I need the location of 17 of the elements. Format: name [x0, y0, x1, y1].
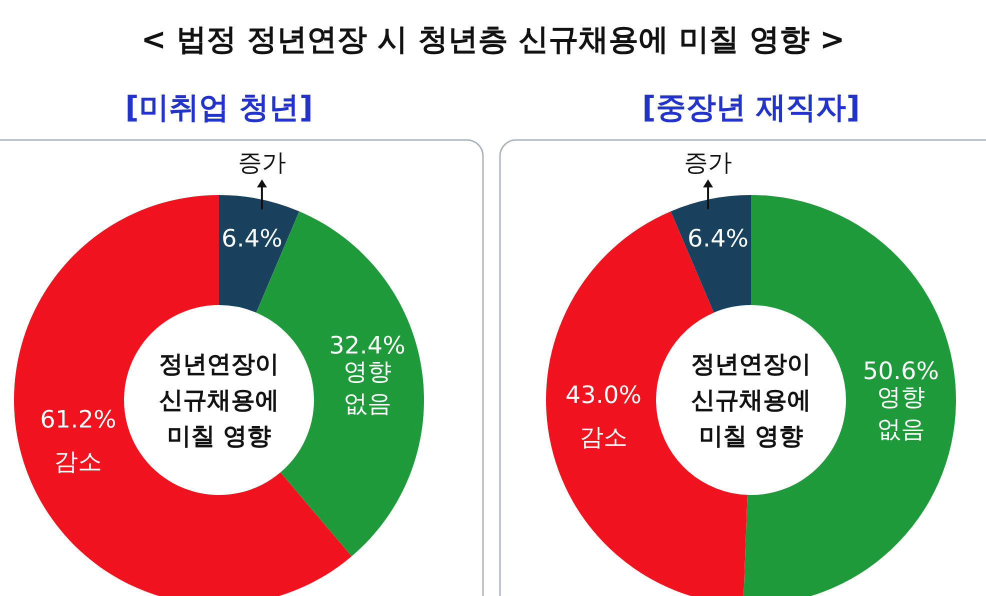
data-label: 32.4%	[329, 331, 406, 360]
text: 정년연장이 신규채용에 미칠 영향	[159, 350, 279, 450]
chart-title: [중장년 재직자]	[642, 90, 860, 126]
data-label: 6.4%	[221, 224, 282, 252]
slice-label: 영향 없음	[876, 382, 925, 443]
data-label: 6.4%	[688, 224, 749, 252]
slice-label: 증가	[684, 148, 732, 176]
text: 정년연장이 신규채용에 미칠 영향	[691, 350, 811, 450]
slice-label: 영향 없음	[343, 357, 392, 418]
text: < 법정 정년연장 시 청년층 신규채용에 미칠 영향 >	[141, 22, 845, 58]
slice-label: 증가	[238, 148, 286, 176]
data-label: 50.6%	[862, 356, 940, 385]
slice-label: 감소	[579, 423, 628, 452]
slice-label: 감소	[54, 448, 102, 476]
data-label: 43.0%	[565, 381, 642, 410]
chart-subtitle: [미취업 청년]	[125, 90, 313, 126]
data-label: 61.2%	[40, 406, 116, 434]
